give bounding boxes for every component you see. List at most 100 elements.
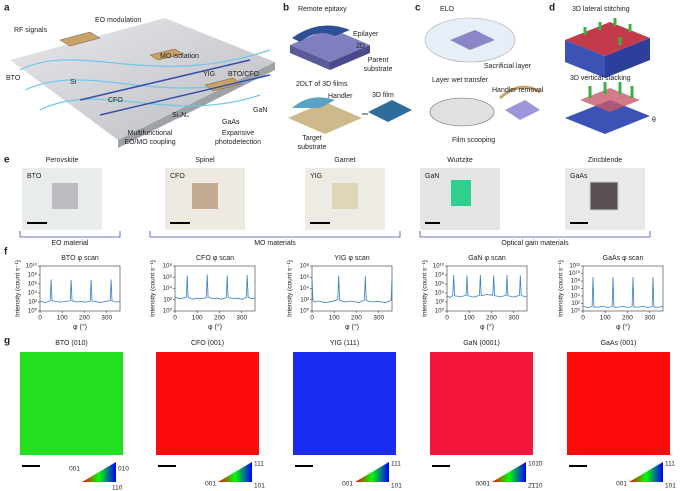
x-tick-label: 100 (600, 315, 611, 322)
ipf-label: 010 (118, 466, 129, 473)
y-tick-label: 10² (28, 300, 37, 306)
ipf-label: 111 (391, 461, 401, 468)
label: Parent (368, 57, 389, 64)
schematic-a (10, 18, 275, 148)
ipf-label: 001 (205, 481, 216, 488)
y-tick-label: 10⁶ (435, 281, 445, 288)
orientation-map (430, 352, 533, 455)
scan-line (446, 274, 528, 298)
label: BTO (27, 173, 42, 180)
scan-line (39, 279, 121, 303)
y-axis-label: Intensity (count s⁻¹) (150, 260, 157, 317)
label: YIG (203, 71, 215, 78)
label: 3D vertical stacking (570, 75, 631, 82)
y-tick-label: 10⁶ (163, 274, 173, 281)
map-title: YIG (111) (330, 340, 359, 347)
label: Handler (328, 93, 353, 100)
x-tick-label: 0 (445, 315, 449, 322)
y-tick-label: 10⁶ (571, 285, 581, 292)
y-tick-label: 10⁴ (28, 290, 38, 297)
ipf-label: 001 (342, 481, 353, 488)
x-tick-label: 300 (644, 315, 655, 322)
ipf-label: 101̄0 (528, 461, 543, 468)
x-tick-label: 200 (622, 315, 633, 322)
scan-line (582, 277, 664, 309)
x-tick-label: 0 (173, 315, 177, 322)
y-axis-label: Intensity (count s⁻¹) (15, 260, 22, 317)
ipf-label: 2̄1̄10 (528, 483, 543, 490)
label: d (549, 3, 555, 14)
ipf-label: 101 (391, 483, 402, 490)
y-axis-label: Intensity (count s⁻¹) (558, 260, 565, 317)
plot-frame (39, 265, 121, 312)
x-tick-label: 100 (464, 315, 475, 322)
label: Epilayer (353, 31, 379, 38)
label: YIG (310, 173, 322, 180)
label: BTO (6, 75, 21, 82)
x-tick-label: 200 (214, 315, 225, 322)
orientation-map (20, 352, 123, 455)
label: Wurtzite (447, 157, 473, 164)
map-title: CFO (001) (191, 340, 224, 347)
y-tick-label: 10⁰ (300, 308, 310, 315)
x-tick-label: 200 (351, 315, 362, 322)
label: Multifunctional (128, 130, 173, 137)
x-tick-label: 100 (192, 315, 203, 322)
label: BTO/CFO (228, 71, 260, 78)
ipf-label: 0001 (476, 481, 491, 488)
ipf-label: 101 (254, 483, 265, 490)
y-tick-label: 10⁸ (28, 272, 38, 279)
orientation-map (567, 352, 670, 455)
ipf-triangle (629, 462, 663, 482)
y-tick-label: 10¹² (569, 264, 580, 270)
chart-title: CFO φ scan (196, 255, 234, 262)
label: GaAs (570, 173, 588, 180)
y-tick-label: 10⁴ (435, 290, 445, 297)
plot-frame (446, 265, 528, 312)
y-tick-label: 10⁴ (300, 285, 310, 292)
ipf-label: 111 (254, 461, 264, 468)
label: MO isolation (160, 53, 199, 60)
ipf-triangle (355, 462, 389, 482)
schematic-d (565, 18, 650, 134)
y-tick-label: 10¹⁰ (569, 270, 581, 277)
ipf-triangle (492, 462, 526, 482)
y-tick-label: 10² (435, 300, 444, 306)
label: Perovskite (46, 157, 79, 164)
y-tick-label: 10⁸ (163, 263, 173, 270)
y-tick-label: 10¹⁰ (433, 263, 445, 270)
label: Target (302, 135, 322, 142)
label: Si (70, 79, 77, 86)
x-tick-label: 300 (236, 315, 247, 322)
ipf-label: 101 (665, 483, 676, 490)
label: Layer wet transfer (432, 77, 489, 84)
orientation-map (156, 352, 259, 455)
y-tick-label: 10⁶ (28, 281, 38, 288)
schematic-b (288, 25, 412, 134)
y-tick-label: 10¹⁰ (26, 263, 38, 270)
scan-line (174, 274, 256, 300)
x-tick-label: 300 (373, 315, 384, 322)
label: Handler removal (492, 87, 544, 94)
label: e (4, 155, 10, 166)
y-tick-label: 10⁰ (571, 308, 581, 315)
x-axis-label: φ (°) (73, 323, 87, 331)
scan-line (311, 275, 393, 304)
y-tick-label: 10⁸ (300, 263, 310, 270)
label: GaN (253, 107, 267, 114)
label: photodetection (215, 139, 261, 146)
x-axis-label: φ (°) (208, 323, 222, 331)
label: Optical gain materials (501, 240, 569, 247)
y-tick-label: 10⁰ (435, 308, 445, 315)
label: ELO (440, 6, 455, 13)
y-axis-label: Intensity (count s⁻¹) (287, 260, 294, 317)
sample-photos (22, 168, 645, 230)
y-tick-label: 10⁸ (571, 278, 581, 285)
x-axis-label: φ (°) (616, 323, 630, 331)
label: EO modulation (95, 17, 141, 24)
x-tick-label: 0 (310, 315, 314, 322)
label: substrate (364, 66, 393, 73)
label: Expansive (222, 130, 254, 137)
label: RF signals (14, 27, 48, 34)
label: Sacrificial layer (484, 63, 532, 70)
